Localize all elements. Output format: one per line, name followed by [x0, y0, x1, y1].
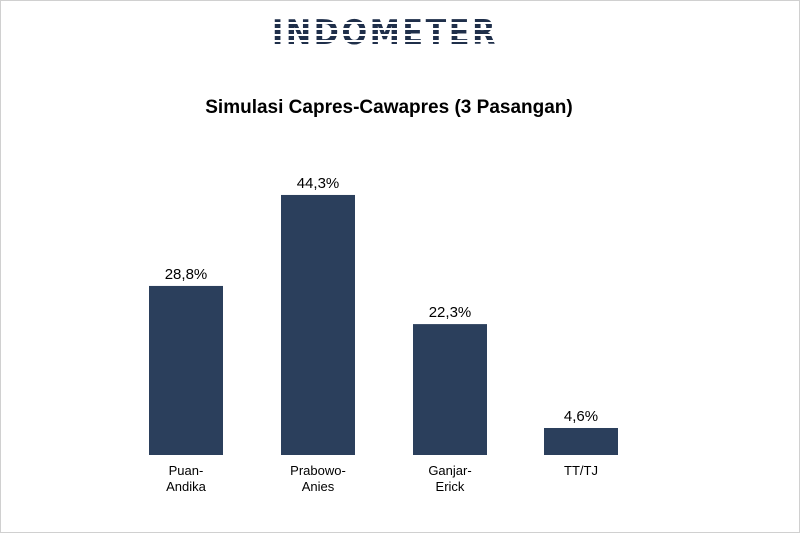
- value-labels: 28,8% 44,3% 22,3% 4,6%: [165, 175, 598, 425]
- category-labels: Puan-Andika Prabowo-Anies Ganjar-Erick TT/T…: [166, 463, 598, 494]
- value-label-1: 44,3%: [297, 175, 340, 192]
- value-label-0: 28,8%: [165, 266, 208, 283]
- bar-0: [149, 285, 223, 455]
- bar-series: [149, 194, 618, 456]
- bar-3: [544, 427, 618, 455]
- logo-wordmark: INDOMETER: [272, 13, 498, 53]
- indometer-logo: INDOMETER: [272, 13, 498, 53]
- value-label-2: 22,3%: [429, 304, 472, 321]
- category-label-1: Prabowo-Anies: [290, 463, 346, 494]
- category-label-3: TT/TJ: [564, 463, 598, 478]
- category-label-0: Puan-Andika: [166, 463, 207, 494]
- chart-title: Simulasi Capres-Cawapres (3 Pasangan): [205, 97, 572, 118]
- category-label-2: Ganjar-Erick: [428, 463, 471, 494]
- bar-1: [281, 194, 355, 456]
- bar-2: [413, 324, 487, 455]
- value-label-3: 4,6%: [564, 408, 598, 425]
